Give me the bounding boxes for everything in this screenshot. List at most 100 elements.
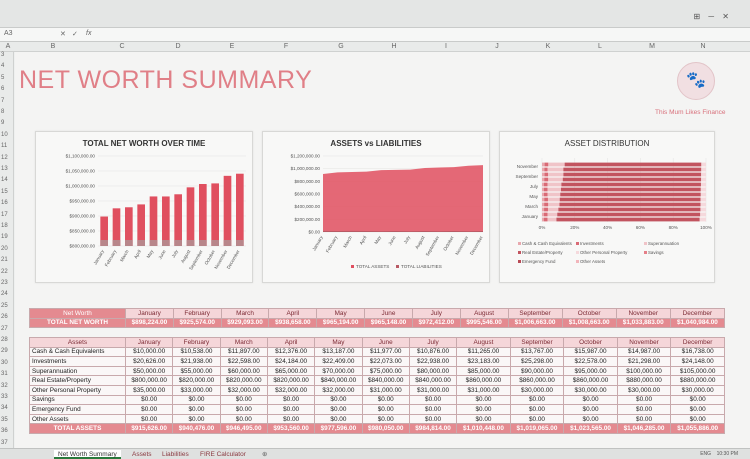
distribution-segment[interactable] xyxy=(547,182,562,187)
column-header[interactable]: C xyxy=(119,43,125,50)
table-cell[interactable]: $10,000.00 xyxy=(124,346,174,358)
distribution-segment[interactable] xyxy=(544,177,549,182)
column-header[interactable]: K xyxy=(545,43,551,50)
distribution-segment[interactable] xyxy=(544,202,549,207)
tab-fire-calculator[interactable]: FIRE Calculator xyxy=(200,451,246,458)
table-cell[interactable]: $21,938.00 xyxy=(172,356,221,367)
distribution-segment[interactable] xyxy=(559,202,701,207)
table-cell[interactable]: $22,409.00 xyxy=(314,356,363,367)
table-cell[interactable]: $953,560.00 xyxy=(266,423,316,434)
column-header[interactable]: J xyxy=(495,43,499,50)
column-header[interactable]: N xyxy=(700,43,706,50)
row-header[interactable]: 9 xyxy=(1,120,5,127)
table-cell[interactable]: $898,224.00 xyxy=(125,317,174,329)
table-cell[interactable]: $820,000.00 xyxy=(219,375,268,386)
asset-distribution-chart[interactable]: ASSET DISTRIBUTION 0% 20% 40% 60% 80% 100% Nov… xyxy=(499,131,715,283)
table-cell[interactable]: $31,000.00 xyxy=(408,384,458,396)
column-header[interactable]: A xyxy=(5,43,11,50)
distribution-segment[interactable] xyxy=(548,202,560,207)
row-header[interactable]: 22 xyxy=(1,268,8,275)
table-cell[interactable]: $0.00 xyxy=(456,413,511,425)
table-cell[interactable]: $60,000.00 xyxy=(219,365,268,377)
row-header[interactable]: 15 xyxy=(1,188,8,195)
month-header[interactable]: September xyxy=(509,337,565,348)
month-header[interactable]: June xyxy=(364,308,413,319)
row-header[interactable]: 8 xyxy=(1,109,5,115)
distribution-segment[interactable] xyxy=(700,197,706,202)
table-cell[interactable]: $0.00 xyxy=(124,404,174,415)
net-worth-bar[interactable] xyxy=(211,183,219,246)
row-header[interactable]: 13 xyxy=(1,166,8,172)
table-cell[interactable]: $11,897.00 xyxy=(219,346,268,358)
add-sheet-icon[interactable]: ⊕ xyxy=(262,451,268,458)
month-header[interactable]: March xyxy=(220,308,270,319)
table-cell[interactable]: $860,000.00 xyxy=(456,375,511,386)
table-cell[interactable]: $14,987.00 xyxy=(616,346,672,358)
table-cell[interactable]: $22,938.00 xyxy=(408,356,458,367)
month-header[interactable]: July xyxy=(411,308,461,319)
table-cell[interactable]: $840,000.00 xyxy=(408,375,458,386)
month-header[interactable]: April xyxy=(266,337,316,348)
table-cell[interactable]: $0.00 xyxy=(408,394,458,406)
distribution-segment[interactable] xyxy=(542,162,545,167)
distribution-segment[interactable] xyxy=(559,197,701,202)
table-cell[interactable]: $30,000.00 xyxy=(563,384,618,396)
table-cell[interactable]: $0.00 xyxy=(172,404,221,415)
column-header[interactable]: D xyxy=(175,43,181,50)
distribution-segment[interactable] xyxy=(547,192,561,197)
distribution-segment[interactable] xyxy=(542,197,545,202)
row-header[interactable]: 28 xyxy=(1,337,8,343)
table-cell[interactable]: $0.00 xyxy=(266,404,316,415)
table-cell[interactable]: $0.00 xyxy=(124,413,174,425)
table-cell[interactable]: $0.00 xyxy=(408,413,458,425)
table-cell[interactable]: $22,578.00 xyxy=(563,356,618,367)
table-cell[interactable]: $30,000.00 xyxy=(509,384,565,396)
month-header[interactable]: June xyxy=(361,337,410,348)
column-header[interactable]: L xyxy=(598,43,602,50)
net-worth-bar[interactable] xyxy=(100,216,108,246)
row-header[interactable]: 33 xyxy=(1,394,8,400)
distribution-segment[interactable] xyxy=(560,187,701,192)
net-worth-bar[interactable] xyxy=(149,196,158,246)
distribution-segment[interactable] xyxy=(548,162,565,167)
row-header[interactable]: 12 xyxy=(1,154,8,161)
table-cell[interactable]: TOTAL ASSETS xyxy=(29,423,126,434)
table-cell[interactable]: Net Worth xyxy=(29,308,126,319)
distribution-segment[interactable] xyxy=(557,212,701,217)
formula-bar[interactable]: A3 ✕ ✓ fx xyxy=(0,28,750,42)
net-worth-bar[interactable] xyxy=(186,187,195,246)
distribution-segment[interactable] xyxy=(543,212,548,217)
table-cell[interactable]: $95,000.00 xyxy=(563,365,618,377)
table-cell[interactable]: $980,050.00 xyxy=(361,423,410,434)
distribution-segment[interactable] xyxy=(543,182,548,187)
distribution-segment[interactable] xyxy=(544,197,548,202)
row-header[interactable]: 11 xyxy=(1,143,8,150)
distribution-segment[interactable] xyxy=(562,177,702,182)
assets-table[interactable]: Assets January February March April May June Ju… xyxy=(29,337,725,434)
distribution-segment[interactable] xyxy=(547,217,557,222)
table-cell[interactable]: $0.00 xyxy=(361,404,410,415)
distribution-segment[interactable] xyxy=(544,162,549,167)
table-cell[interactable]: $860,000.00 xyxy=(509,375,565,386)
table-cell[interactable]: $0.00 xyxy=(314,404,363,415)
row-label[interactable]: Emergency Fund xyxy=(29,404,126,415)
row-label[interactable]: Investments xyxy=(29,356,126,367)
table-cell[interactable]: $0.00 xyxy=(616,394,672,406)
column-header[interactable]: H xyxy=(391,43,397,50)
table-cell[interactable]: $90,000.00 xyxy=(509,365,565,377)
row-header[interactable]: 7 xyxy=(1,97,5,104)
table-cell[interactable]: $840,000.00 xyxy=(361,375,410,386)
net-worth-chart[interactable]: TOTAL NET WORTH OVER TIME $1,100,000.00 $… xyxy=(35,131,253,283)
table-cell[interactable]: $0.00 xyxy=(219,394,268,406)
table-cell[interactable]: $105,000.00 xyxy=(670,365,725,377)
total-assets-area[interactable] xyxy=(323,165,483,232)
table-cell[interactable]: $30,000.00 xyxy=(616,384,672,396)
net-worth-bar[interactable] xyxy=(223,175,232,246)
distribution-segment[interactable] xyxy=(542,187,544,192)
table-cell[interactable]: $80,000.00 xyxy=(408,365,458,377)
table-cell[interactable]: $20,626.00 xyxy=(124,356,174,367)
month-header[interactable]: October xyxy=(561,308,617,319)
row-header[interactable]: 30 xyxy=(1,359,8,366)
table-cell[interactable]: $800,000.00 xyxy=(124,375,174,386)
distribution-segment[interactable] xyxy=(544,172,549,177)
